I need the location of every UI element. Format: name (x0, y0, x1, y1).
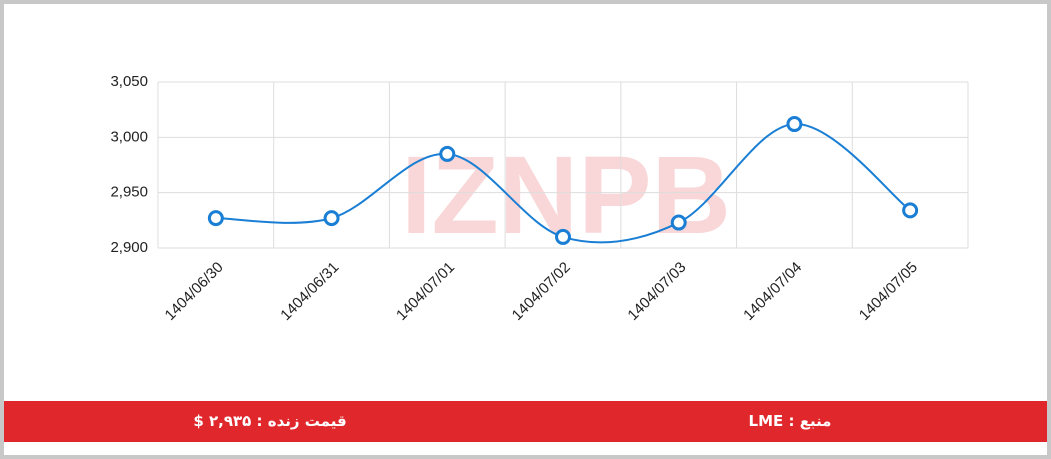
x-tick-label: 1404/07/02 (509, 259, 574, 324)
x-tick-label: 1404/06/30 (162, 259, 227, 324)
x-tick-label: 1404/07/01 (393, 259, 458, 324)
point (786, 116, 803, 133)
point (207, 210, 224, 227)
y-tick-label: 3,050 (110, 73, 148, 90)
y-tick-label: 3,000 (110, 128, 148, 145)
x-tick-label: 1404/06/31 (277, 259, 342, 324)
point (670, 214, 687, 231)
x-tick-label: 1404/07/04 (740, 259, 805, 324)
y-tick-label: 2,900 (110, 239, 148, 256)
point (902, 202, 919, 219)
x-tick-label: 1404/07/03 (624, 259, 689, 324)
point (439, 145, 456, 162)
footer-bar: قیمت زنده : ۲,۹۳۵ $ منبع : LME (4, 401, 1047, 442)
x-tick-label: 1404/07/05 (856, 259, 921, 324)
source: منبع : LME (748, 412, 832, 430)
point (323, 210, 340, 227)
live-price: قیمت زنده : ۲,۹۳۵ $ (193, 412, 347, 430)
y-tick-label: 2,950 (110, 184, 148, 201)
point (555, 228, 571, 245)
